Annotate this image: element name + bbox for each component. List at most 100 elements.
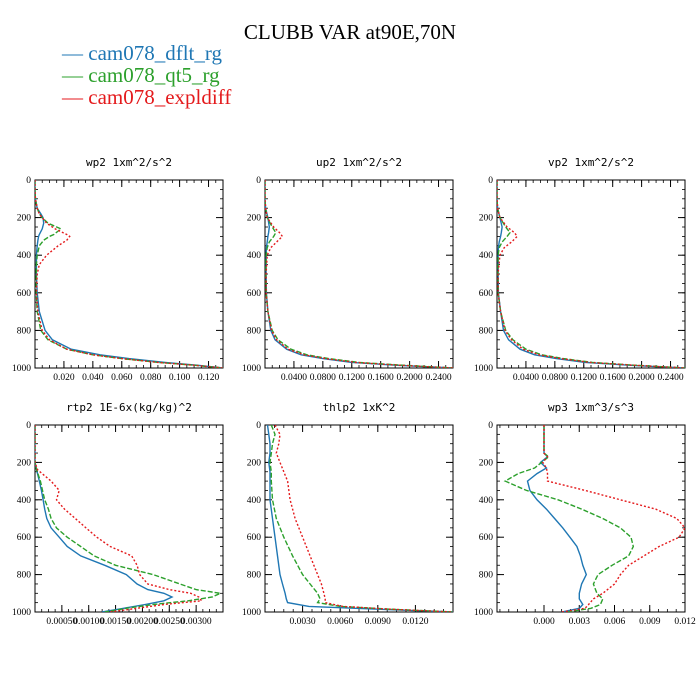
series-line-3 [35, 425, 203, 612]
x-tick-label: 0.003 [569, 617, 591, 627]
x-tick-label: 0.1200 [571, 373, 597, 383]
x-tick-label: 0.0120 [402, 617, 428, 627]
x-tick-label: 0.120 [198, 373, 220, 383]
y-tick-label: 600 [479, 289, 494, 299]
y-tick-label: 200 [247, 214, 262, 224]
x-tick-label: 0.060 [111, 373, 133, 383]
series-line-1 [497, 180, 685, 368]
y-tick-label: 400 [17, 496, 32, 506]
x-tick-label: 0.0060 [327, 617, 353, 627]
x-tick-label: 0.006 [604, 617, 626, 627]
y-tick-label: 200 [479, 214, 494, 224]
series-line-1 [266, 425, 453, 612]
panel-title: up2 1xm^2/s^2 [316, 156, 402, 169]
x-tick-label: 0.00250 [154, 617, 185, 627]
y-tick-label: 400 [479, 251, 494, 261]
panel-title: thlp2 1xK^2 [323, 401, 396, 414]
x-tick-label: 0.0400 [513, 373, 539, 383]
series-line-3 [265, 180, 453, 368]
x-tick-label: 0.0090 [365, 617, 391, 627]
x-tick-label: 0.080 [140, 373, 162, 383]
series-line-2 [503, 425, 635, 612]
y-tick-label: 0 [488, 421, 493, 431]
plot-frame [264, 424, 454, 613]
series-line-1 [265, 180, 453, 368]
y-tick-label: 1000 [242, 608, 261, 618]
series-line-2 [35, 425, 223, 612]
y-tick-label: 600 [17, 533, 32, 543]
y-tick-label: 1000 [12, 364, 31, 374]
y-tick-label: 0 [256, 421, 261, 431]
x-tick-label: 0.2400 [657, 373, 683, 383]
x-tick-label: 0.009 [639, 617, 661, 627]
y-tick-label: 1000 [474, 364, 493, 374]
panel-2: up2 1xm^2/s^2 0 200 400 600 800 1000 0.0400 0.08… [242, 156, 454, 383]
y-tick-label: 600 [247, 289, 262, 299]
y-tick-label: 1000 [12, 608, 31, 618]
legend-label: cam078_dflt_rg [88, 41, 223, 65]
series-line-1 [35, 425, 174, 612]
x-tick-label: 0.100 [169, 373, 191, 383]
y-tick-label: 1000 [242, 364, 261, 374]
x-tick-label: 0.0030 [290, 617, 316, 627]
panel-3: vp2 1xm^2/s^2 0 200 400 600 800 1000 0.0400 0.08… [474, 156, 686, 383]
plot-frame [34, 179, 224, 369]
y-tick-label: 200 [479, 458, 494, 468]
x-tick-label: 0.00150 [100, 617, 131, 627]
x-tick-label: 0.00200 [127, 617, 158, 627]
y-tick-label: 800 [247, 326, 262, 336]
y-tick-label: 200 [17, 458, 32, 468]
y-tick-label: 0 [256, 176, 261, 186]
y-tick-label: 600 [479, 533, 494, 543]
series-line-2 [35, 180, 223, 368]
plot-frame [264, 179, 454, 369]
figure-title: CLUBB VAR at90E,70N [243, 20, 457, 44]
series-line-1 [35, 180, 223, 368]
x-tick-label: 0.1200 [339, 373, 365, 383]
x-tick-label: 0.00300 [181, 617, 212, 627]
x-tick-label: 0.000 [533, 617, 555, 627]
x-tick-label: 0.2400 [425, 373, 451, 383]
panel-5: thlp2 1xK^2 0 200 400 600 800 1000 0.0030 0.0060… [242, 401, 454, 627]
panel-title: wp2 1xm^2/s^2 [86, 156, 172, 169]
series-line-3 [541, 425, 685, 612]
y-tick-label: 600 [247, 533, 262, 543]
y-tick-label: 400 [17, 251, 32, 261]
panel-1: wp2 1xm^2/s^2 0 200 400 600 800 1000 0.020 0.040… [12, 156, 224, 383]
legend-item-dflt: — cam078_dflt_rg [62, 41, 223, 65]
x-tick-label: 0.0800 [542, 373, 568, 383]
panel-title: wp3 1xm^3/s^3 [548, 401, 634, 414]
series-line-2 [265, 180, 453, 368]
x-tick-label: 0.0800 [310, 373, 336, 383]
series-line-2 [269, 425, 453, 612]
series-line-3 [35, 180, 223, 368]
legend-label: cam078_expldiff [88, 85, 232, 109]
y-tick-label: 800 [17, 326, 32, 336]
x-tick-label: 0.2000 [629, 373, 655, 383]
panel-title: vp2 1xm^2/s^2 [548, 156, 634, 169]
y-tick-label: 800 [479, 571, 494, 581]
panel-4: rtp2 1E-6x(kg/kg)^2 0 200 400 600 800 1000 0.00… [12, 401, 224, 627]
y-tick-label: 0 [488, 176, 493, 186]
x-tick-label: 0.00100 [73, 617, 104, 627]
x-tick-label: 0.040 [82, 373, 104, 383]
y-tick-label: 400 [247, 496, 262, 506]
series-line-3 [497, 180, 685, 368]
plot-frame [496, 179, 686, 369]
plot-frame [34, 424, 224, 613]
y-tick-label: 400 [247, 251, 262, 261]
y-tick-label: 800 [17, 571, 32, 581]
x-tick-label: 0.0400 [281, 373, 307, 383]
panel-title: rtp2 1E-6x(kg/kg)^2 [66, 401, 192, 414]
legend-label: cam078_qt5_rg [88, 63, 220, 87]
x-tick-label: 0.00050 [46, 617, 77, 627]
x-tick-label: 0.1600 [600, 373, 626, 383]
x-tick-label: 0.2000 [397, 373, 423, 383]
series-line-2 [497, 180, 685, 368]
series-line-3 [274, 425, 453, 612]
panel-6: wp3 1xm^3/s^3 0 200 400 600 800 1000 0.000 0.003… [474, 401, 696, 627]
x-tick-label: 0.012 [674, 617, 696, 627]
y-tick-label: 400 [479, 496, 494, 506]
